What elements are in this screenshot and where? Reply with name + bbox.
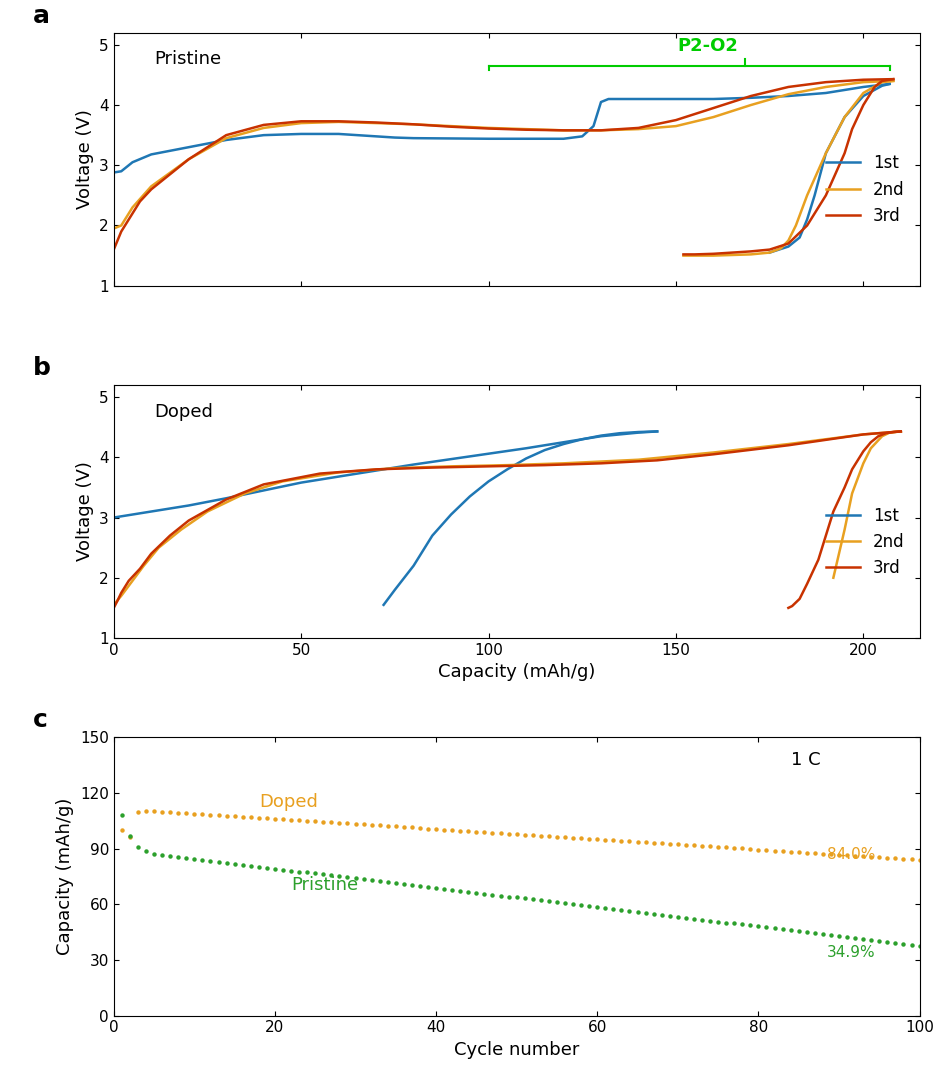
Text: 34.9%: 34.9% xyxy=(827,946,876,961)
Y-axis label: Voltage (V): Voltage (V) xyxy=(76,462,94,561)
Text: b: b xyxy=(33,356,51,380)
Text: 1 C: 1 C xyxy=(791,751,820,769)
Text: Doped: Doped xyxy=(259,793,318,811)
Text: Doped: Doped xyxy=(154,403,213,420)
Text: Pristine: Pristine xyxy=(154,50,221,69)
X-axis label: Capacity (mAh/g): Capacity (mAh/g) xyxy=(438,664,595,681)
Text: c: c xyxy=(33,708,48,732)
Y-axis label: Voltage (V): Voltage (V) xyxy=(76,109,94,210)
Y-axis label: Capacity (mAh/g): Capacity (mAh/g) xyxy=(57,798,75,956)
Legend: 1st, 2nd, 3rd: 1st, 2nd, 3rd xyxy=(820,500,911,584)
X-axis label: Cycle number: Cycle number xyxy=(454,1041,579,1059)
Text: a: a xyxy=(33,3,50,27)
Text: P2-O2: P2-O2 xyxy=(678,37,738,55)
Text: Pristine: Pristine xyxy=(291,877,358,894)
Text: 84.0%: 84.0% xyxy=(827,846,875,862)
Legend: 1st, 2nd, 3rd: 1st, 2nd, 3rd xyxy=(820,147,911,232)
